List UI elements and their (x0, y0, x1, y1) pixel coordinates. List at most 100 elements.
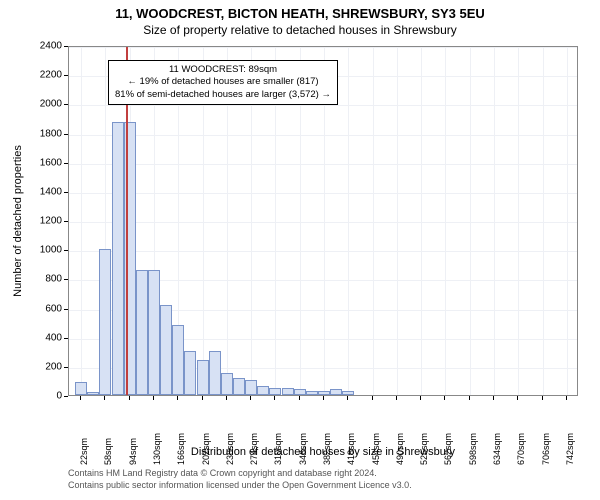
x-tick-mark (250, 396, 251, 400)
x-tick-mark (104, 396, 105, 400)
footer-attribution: Contains HM Land Registry data © Crown c… (68, 468, 412, 491)
histogram-bar (75, 382, 87, 395)
x-tick-mark (153, 396, 154, 400)
annotation-line: ← 19% of detached houses are smaller (81… (115, 76, 331, 88)
histogram-bar (197, 360, 209, 395)
gridline-h (69, 251, 577, 252)
y-tick-label: 0 (32, 391, 62, 402)
histogram-bar (160, 305, 172, 395)
y-tick-label: 1200 (32, 216, 62, 227)
y-tick-mark (64, 134, 68, 135)
gridline-v (494, 47, 495, 395)
gridline-h (69, 193, 577, 194)
x-tick-mark (347, 396, 348, 400)
y-tick-label: 1000 (32, 245, 62, 256)
histogram-bar (136, 270, 148, 395)
x-tick-label: 346sqm (298, 425, 308, 465)
y-tick-mark (64, 396, 68, 397)
x-tick-mark (420, 396, 421, 400)
x-tick-mark (396, 396, 397, 400)
x-tick-mark (226, 396, 227, 400)
gridline-v (445, 47, 446, 395)
x-tick-mark (566, 396, 567, 400)
histogram-bar (87, 392, 99, 395)
gridline-v (567, 47, 568, 395)
x-tick-label: 58sqm (103, 425, 113, 465)
x-tick-label: 490sqm (395, 425, 405, 465)
histogram-bar (209, 351, 221, 395)
x-tick-label: 130sqm (152, 425, 162, 465)
y-tick-mark (64, 104, 68, 105)
gridline-v (397, 47, 398, 395)
y-tick-label: 2000 (32, 99, 62, 110)
footer-line-2: Contains public sector information licen… (68, 480, 412, 492)
gridline-h (69, 47, 577, 48)
gridline-v (543, 47, 544, 395)
histogram-bar (99, 249, 111, 395)
x-tick-label: 562sqm (443, 425, 453, 465)
x-tick-label: 22sqm (79, 425, 89, 465)
x-tick-mark (129, 396, 130, 400)
x-tick-mark (80, 396, 81, 400)
y-tick-mark (64, 309, 68, 310)
chart-title: 11, WOODCREST, BICTON HEATH, SHREWSBURY,… (0, 0, 600, 21)
x-tick-mark (493, 396, 494, 400)
x-tick-mark (372, 396, 373, 400)
y-tick-label: 400 (32, 332, 62, 343)
gridline-h (69, 105, 577, 106)
x-tick-label: 670sqm (516, 425, 526, 465)
x-tick-mark (542, 396, 543, 400)
gridline-h (69, 164, 577, 165)
histogram-bar (282, 388, 294, 395)
x-tick-label: 166sqm (176, 425, 186, 465)
gridline-v (470, 47, 471, 395)
y-tick-label: 800 (32, 274, 62, 285)
histogram-bar (294, 389, 306, 395)
x-tick-label: 418sqm (346, 425, 356, 465)
x-tick-label: 454sqm (371, 425, 381, 465)
y-tick-mark (64, 192, 68, 193)
x-tick-label: 598sqm (468, 425, 478, 465)
x-tick-label: 310sqm (273, 425, 283, 465)
x-tick-label: 238sqm (225, 425, 235, 465)
histogram-bar (330, 389, 342, 395)
gridline-v (421, 47, 422, 395)
x-tick-label: 94sqm (128, 425, 138, 465)
gridline-v (373, 47, 374, 395)
y-tick-mark (64, 75, 68, 76)
x-tick-mark (323, 396, 324, 400)
y-tick-mark (64, 46, 68, 47)
annotation-line: 11 WOODCREST: 89sqm (115, 64, 331, 76)
y-tick-mark (64, 338, 68, 339)
x-tick-mark (444, 396, 445, 400)
histogram-bar (269, 388, 281, 395)
footer-line-1: Contains HM Land Registry data © Crown c… (68, 468, 412, 480)
chart-container: 11, WOODCREST, BICTON HEATH, SHREWSBURY,… (0, 0, 600, 500)
x-tick-label: 634sqm (492, 425, 502, 465)
y-tick-mark (64, 163, 68, 164)
x-tick-mark (517, 396, 518, 400)
y-tick-mark (64, 367, 68, 368)
y-tick-label: 1400 (32, 186, 62, 197)
chart-subtitle: Size of property relative to detached ho… (0, 21, 600, 41)
x-tick-mark (299, 396, 300, 400)
histogram-bar (318, 391, 330, 395)
histogram-bar (306, 391, 318, 395)
y-tick-label: 600 (32, 303, 62, 314)
histogram-bar (148, 270, 160, 395)
y-axis-label: Number of detached properties (12, 131, 24, 311)
x-tick-mark (177, 396, 178, 400)
x-tick-mark (202, 396, 203, 400)
gridline-v (348, 47, 349, 395)
histogram-bar (184, 351, 196, 395)
y-tick-mark (64, 279, 68, 280)
histogram-bar (245, 380, 257, 395)
x-tick-mark (274, 396, 275, 400)
histogram-bar (172, 325, 184, 395)
x-tick-label: 202sqm (201, 425, 211, 465)
annotation-line: 81% of semi-detached houses are larger (… (115, 89, 331, 101)
x-tick-label: 382sqm (322, 425, 332, 465)
x-tick-label: 274sqm (249, 425, 259, 465)
histogram-bar (257, 386, 269, 395)
gridline-v (81, 47, 82, 395)
